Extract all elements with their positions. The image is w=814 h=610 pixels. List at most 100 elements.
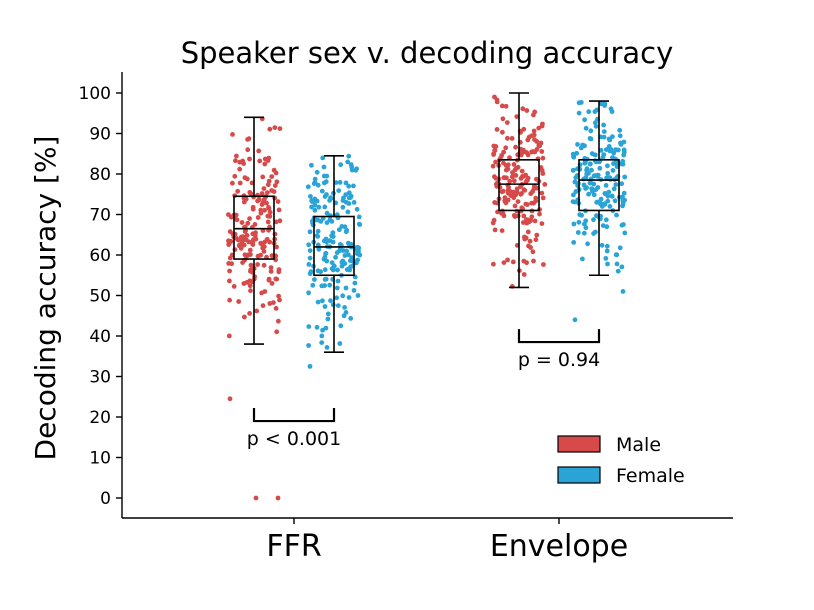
scatter-point (267, 126, 273, 132)
scatter-point (277, 218, 283, 224)
scatter-point (346, 201, 352, 206)
scatter-point (507, 155, 512, 161)
scatter-point (589, 186, 595, 192)
scatter-point (615, 268, 621, 274)
scatter-point (274, 179, 280, 185)
box-iqr (233, 195, 275, 260)
scatter-point (607, 175, 613, 181)
scatter-point (576, 100, 582, 106)
scatter-point (582, 117, 587, 123)
scatter-point (233, 158, 238, 164)
scatter-point (261, 197, 267, 202)
scatter-point (513, 173, 519, 178)
scatter-point (501, 149, 506, 155)
scatter-point (617, 245, 623, 251)
scatter-point (531, 132, 537, 138)
scatter-point (354, 206, 360, 212)
scatter-point (258, 210, 264, 216)
scatter-point (312, 180, 318, 186)
scatter-point (313, 198, 318, 204)
scatter-point (262, 207, 267, 213)
scatter-point (248, 262, 254, 268)
scatter-point (261, 186, 267, 192)
scatter-point (507, 188, 513, 194)
scatter-point (580, 256, 585, 262)
scatter-point (334, 295, 339, 301)
scatter-point (316, 246, 322, 252)
scatter-point (492, 148, 498, 153)
scatter-point (315, 182, 321, 188)
scatter-point (324, 210, 330, 216)
x-axis: FFR Envelope (122, 517, 733, 564)
scatter-point (594, 213, 599, 219)
scatter-point (604, 248, 610, 254)
scatter-point (356, 214, 362, 220)
scatter-point (540, 195, 546, 201)
scatter-point (492, 94, 497, 100)
outlier-point (572, 317, 578, 323)
scatter-point (265, 190, 270, 196)
y-tick-label: 20 (89, 408, 111, 428)
scatter-point (322, 283, 327, 288)
scatter-point (540, 155, 546, 161)
scatter-point (315, 299, 321, 305)
scatter-point (258, 241, 264, 246)
scatter-point (277, 126, 283, 131)
scatter-point (247, 247, 253, 253)
scatter-point (274, 244, 279, 250)
scatter-point (605, 163, 610, 169)
scatter-point (601, 134, 607, 140)
scatter-point (571, 167, 576, 173)
scatter-point (314, 169, 320, 175)
scatter-point (586, 109, 592, 115)
scatter-point (531, 186, 537, 192)
scatter-point (607, 204, 613, 209)
scatter-point (319, 340, 325, 345)
outlier-point (227, 396, 233, 402)
scatter-point (493, 175, 499, 181)
scatter-point (494, 126, 500, 132)
scatter-point (256, 197, 262, 202)
scatter-point (318, 269, 323, 275)
scatter-point (329, 266, 335, 271)
scatter-point (571, 192, 576, 198)
scatter-point (248, 288, 253, 294)
scatter-point (509, 174, 515, 180)
scatter-point (242, 252, 248, 258)
scatter-point (341, 195, 346, 201)
scatter-point (324, 220, 330, 226)
scatter-point (351, 183, 356, 189)
scatter-point (581, 230, 587, 236)
scatter-point (528, 218, 534, 223)
scatter-point (351, 200, 357, 205)
scatter-point (542, 182, 548, 187)
scatter-point (245, 147, 251, 153)
y-tick-label: 60 (89, 246, 111, 266)
scatter-point (507, 178, 513, 184)
scatter-point (338, 323, 344, 329)
scatter-point (620, 201, 626, 207)
scatter-point (239, 234, 244, 240)
scatter-point (595, 174, 601, 179)
scatter-point (613, 182, 619, 188)
scatter-point (242, 314, 247, 320)
scatter-point (324, 173, 330, 179)
scatter-point (307, 255, 313, 261)
scatter-point (334, 250, 340, 256)
scatter-point (503, 103, 509, 109)
scatter-point (520, 106, 526, 112)
scatter-point (336, 188, 342, 194)
scatter-point (330, 239, 336, 245)
scatter-point (236, 299, 242, 304)
scatter-point (241, 242, 247, 248)
scatter-point (587, 161, 593, 167)
scatter-point (335, 278, 341, 284)
scatter-point (591, 231, 596, 236)
scatter-point (247, 216, 253, 222)
scatter-point (343, 285, 349, 291)
scatter-point (529, 214, 535, 220)
scatter-point (608, 106, 614, 112)
scatter-point (261, 244, 267, 250)
scatter-point (505, 135, 510, 141)
